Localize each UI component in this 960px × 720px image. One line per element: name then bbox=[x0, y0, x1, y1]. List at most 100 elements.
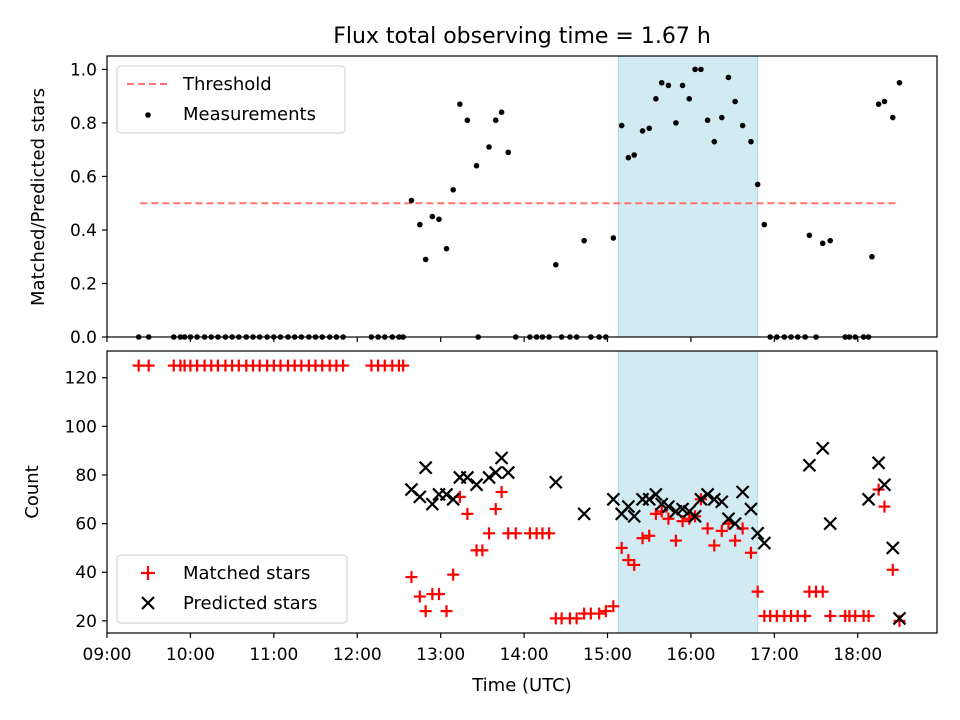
matched-star-marker bbox=[878, 500, 891, 513]
matched-star-marker bbox=[615, 541, 628, 554]
measurement-point bbox=[748, 138, 754, 145]
top-y-axis: 0.0 0.2 0.4 0.6 0.8 1.0 bbox=[70, 60, 107, 348]
measurement-point bbox=[761, 221, 768, 228]
measurement-point bbox=[704, 117, 711, 124]
measurement-point bbox=[552, 261, 559, 268]
predicted-star-marker bbox=[877, 477, 892, 492]
measurement-point bbox=[896, 79, 903, 86]
measurement-point bbox=[827, 237, 834, 244]
measurement-point bbox=[610, 235, 617, 241]
measurement-points bbox=[135, 66, 903, 340]
matched-star-marker bbox=[440, 605, 453, 618]
matched-star-marker bbox=[643, 529, 656, 542]
matched-star-marker bbox=[509, 527, 522, 540]
matched-star-marker bbox=[489, 503, 502, 516]
measurement-point bbox=[889, 114, 896, 121]
matched-star-marker bbox=[751, 585, 764, 598]
measurement-point bbox=[457, 101, 463, 107]
matched-star-marker bbox=[495, 486, 508, 498]
legend-predicted-label: Predicted stars bbox=[183, 593, 317, 614]
predicted-star-marker bbox=[700, 487, 715, 502]
bottom-legend: Matched stars Predicted stars bbox=[116, 554, 348, 624]
predicted-star-marker bbox=[606, 492, 621, 507]
measurement-point bbox=[646, 125, 653, 132]
predicted-star-marker bbox=[642, 492, 656, 507]
x-tick-label: 10:00 bbox=[166, 645, 215, 665]
bottom-legend-box bbox=[116, 554, 348, 624]
matched-star-marker bbox=[669, 534, 682, 547]
predicted-star-marker bbox=[694, 492, 708, 507]
matched-star-marker bbox=[461, 507, 474, 520]
bottom-y-axis: 20 40 60 80 100 120 bbox=[65, 369, 107, 632]
matched-star-markers bbox=[132, 359, 906, 627]
measurement-point bbox=[658, 79, 665, 86]
predicted-star-marker bbox=[661, 499, 676, 514]
x-tick-label: 13:00 bbox=[416, 645, 465, 665]
measurement-point bbox=[875, 101, 882, 107]
measurement-point bbox=[505, 149, 512, 156]
y-tick-label: 40 bbox=[75, 563, 97, 583]
y-tick-label: 1.0 bbox=[70, 60, 97, 80]
top-x-ticks bbox=[106, 337, 859, 342]
matched-star-marker bbox=[708, 539, 721, 552]
predicted-star-marker bbox=[549, 475, 563, 490]
y-tick-label: 0.6 bbox=[70, 167, 97, 187]
matched-star-marker bbox=[816, 585, 829, 598]
matched-star-marker bbox=[483, 527, 496, 540]
x-tick-label: 15:00 bbox=[583, 645, 632, 665]
measurement-point bbox=[754, 181, 761, 188]
predicted-star-marker bbox=[892, 611, 907, 626]
matched-star-marker bbox=[729, 534, 742, 547]
predicted-star-marker bbox=[439, 487, 454, 502]
measurement-point bbox=[492, 117, 499, 124]
matched-star-marker bbox=[893, 614, 906, 627]
x-tick-label: 17:00 bbox=[750, 645, 799, 665]
measurement-point bbox=[732, 98, 738, 105]
legend-matched-swatch bbox=[141, 566, 155, 580]
matched-star-marker bbox=[433, 588, 445, 601]
matched-star-marker bbox=[413, 590, 426, 603]
measurement-point bbox=[498, 109, 505, 115]
y-tick-label: 100 bbox=[65, 417, 97, 437]
predicted-star-marker bbox=[627, 509, 641, 524]
bottom-panel: 20 40 60 80 100 120 09:00 10:00 11:00 12:00 13:00… bbox=[22, 350, 938, 696]
predicted-star-marker bbox=[425, 497, 440, 511]
measurement-point bbox=[450, 187, 456, 193]
legend-predicted-swatch bbox=[141, 596, 155, 610]
predicted-star-marker bbox=[469, 477, 484, 492]
predicted-star-marker bbox=[823, 516, 838, 531]
measurement-point bbox=[436, 216, 442, 223]
matched-star-marker bbox=[405, 571, 418, 584]
predicted-star-marker bbox=[418, 460, 433, 475]
predicted-star-marker bbox=[861, 492, 876, 507]
matched-star-marker bbox=[799, 609, 812, 622]
y-tick-label: 60 bbox=[75, 515, 97, 535]
measurement-point bbox=[679, 82, 686, 89]
measurement-point bbox=[725, 74, 732, 81]
matched-star-marker bbox=[543, 527, 556, 540]
chart-title: Flux total observing time = 1.67 h bbox=[333, 24, 711, 49]
matched-star-marker bbox=[397, 359, 410, 372]
measurement-point bbox=[625, 154, 632, 161]
matched-star-marker bbox=[655, 505, 668, 518]
top-panel: 0.0 0.2 0.4 0.6 0.8 1.0 Matched/Predicted sta… bbox=[28, 55, 938, 348]
matched-star-marker bbox=[132, 359, 145, 372]
matched-star-marker bbox=[824, 609, 837, 622]
predicted-star-marker bbox=[735, 485, 750, 499]
legend-measurement-swatch bbox=[145, 112, 151, 118]
measurement-point bbox=[718, 114, 725, 121]
measurement-point bbox=[631, 152, 637, 158]
predicted-star-marker bbox=[721, 511, 736, 526]
matched-star-marker bbox=[886, 563, 899, 576]
legend-threshold-label: Threshold bbox=[182, 74, 272, 95]
predicted-star-marker bbox=[688, 509, 702, 524]
x-tick-label: 18:00 bbox=[833, 645, 882, 665]
measurement-point bbox=[692, 66, 698, 73]
y-tick-label: 0.8 bbox=[70, 114, 97, 134]
predicted-star-marker bbox=[744, 502, 758, 516]
measurement-point bbox=[486, 144, 492, 150]
predicted-star-markers bbox=[404, 441, 907, 626]
matched-star-marker bbox=[744, 546, 757, 559]
measurement-point bbox=[673, 120, 679, 126]
predicted-star-marker bbox=[707, 492, 722, 507]
